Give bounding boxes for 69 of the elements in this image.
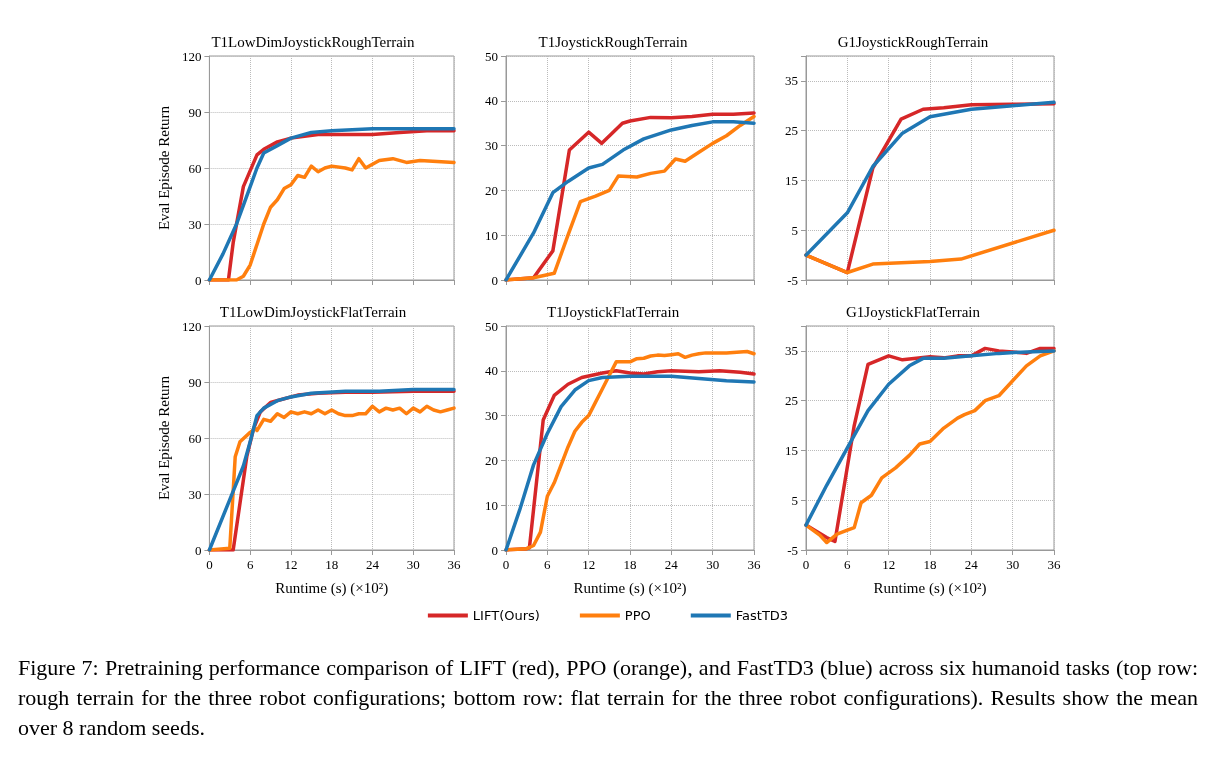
chart-title: G1JoystickRoughTerrain bbox=[837, 33, 989, 50]
x-tick-label: 6 bbox=[246, 557, 254, 572]
y-tick-label: 10 bbox=[485, 497, 498, 513]
y-tick-label: 20 bbox=[485, 182, 498, 198]
x-tick-label: 30 bbox=[706, 557, 720, 572]
y-tick-label: 25 bbox=[785, 393, 798, 409]
y-tick-label: -5 bbox=[787, 542, 798, 558]
y-tick-label: 60 bbox=[188, 430, 202, 446]
x-tick-label: 0 bbox=[802, 557, 810, 572]
y-tick-label: 30 bbox=[188, 216, 202, 232]
x-axis-title: Runtime (s) (×10²) bbox=[873, 579, 987, 597]
y-tick-label: 30 bbox=[485, 408, 498, 424]
y-tick-label: 35 bbox=[785, 73, 798, 89]
caption: Figure 7: Pretraining performance comparison of LIFT (red), PPO (orange), and FastTD3 (blue) across six humanoid tasks (top row: rough terrain for the three robot configurations; bottom row: flat terrain for the three robot configurations). Results show the mean over 8 random seeds. bbox=[18, 654, 1198, 742]
y-tick-label: 50 bbox=[485, 48, 498, 64]
y-tick-label: 15 bbox=[785, 442, 798, 458]
line-series bbox=[804, 228, 1056, 275]
chart-title: T1JoystickFlatTerrain bbox=[546, 303, 680, 320]
y-tick-label: 120 bbox=[181, 318, 202, 334]
y-tick-label: -5 bbox=[787, 272, 798, 288]
chart-title: T1LowDimJoystickFlatTerrain bbox=[219, 303, 407, 320]
x-tick-label: 12 bbox=[284, 557, 298, 572]
y-tick-label: 35 bbox=[785, 343, 798, 359]
y-tick-label: 25 bbox=[785, 123, 798, 139]
x-tick-label: 36 bbox=[1047, 557, 1061, 572]
chart-title: T1JoystickRoughTerrain bbox=[538, 33, 688, 50]
y-tick-label: 5 bbox=[791, 492, 798, 508]
legend-label: PPO bbox=[624, 608, 651, 623]
y-tick-label: 40 bbox=[485, 363, 498, 379]
y-tick-label: 50 bbox=[485, 318, 498, 334]
x-tick-label: 18 bbox=[923, 557, 937, 572]
y-axis-title: Eval Episode Return bbox=[155, 105, 172, 231]
x-tick-label: 18 bbox=[623, 557, 637, 572]
x-tick-label: 0 bbox=[206, 557, 213, 572]
x-tick-label: 24 bbox=[365, 557, 380, 572]
x-tick-label: 24 bbox=[664, 557, 679, 572]
x-tick-label: 12 bbox=[882, 557, 896, 572]
x-tick-label: 6 bbox=[544, 557, 552, 572]
y-tick-label: 60 bbox=[188, 160, 202, 176]
y-tick-label: 0 bbox=[491, 272, 498, 288]
y-tick-label: 15 bbox=[785, 172, 798, 188]
y-tick-label: 120 bbox=[181, 48, 202, 64]
x-axis-title: Runtime (s) (×10²) bbox=[573, 579, 687, 597]
y-tick-label: 40 bbox=[485, 93, 498, 109]
chart-title: T1LowDimJoystickRoughTerrain bbox=[211, 33, 416, 50]
y-tick-label: 0 bbox=[491, 542, 498, 558]
x-tick-label: 36 bbox=[447, 557, 461, 572]
x-tick-label: 0 bbox=[502, 557, 510, 572]
x-axis-title: Runtime (s) (×10²) bbox=[275, 579, 389, 597]
y-tick-label: 30 bbox=[485, 138, 498, 154]
x-tick-label: 18 bbox=[325, 557, 339, 572]
x-tick-label: 12 bbox=[582, 557, 596, 572]
y-tick-label: 10 bbox=[485, 227, 498, 243]
y-tick-label: 30 bbox=[188, 486, 202, 502]
legend-label: FastTD3 bbox=[735, 608, 789, 623]
x-tick-label: 6 bbox=[844, 557, 852, 572]
x-tick-label: 36 bbox=[747, 557, 761, 572]
y-tick-label: 90 bbox=[188, 374, 202, 390]
y-tick-label: 20 bbox=[485, 452, 498, 468]
legend-label: LIFT(Ours) bbox=[472, 608, 540, 623]
x-tick-label: 30 bbox=[1006, 557, 1020, 572]
x-tick-label: 30 bbox=[406, 557, 420, 572]
y-tick-label: 0 bbox=[194, 272, 202, 288]
x-tick-label: 24 bbox=[964, 557, 979, 572]
y-tick-label: 5 bbox=[791, 222, 798, 238]
y-tick-label: 0 bbox=[194, 542, 202, 558]
y-tick-label: 90 bbox=[188, 104, 202, 120]
y-axis-title: Eval Episode Return bbox=[155, 375, 172, 501]
chart-title: G1JoystickFlatTerrain bbox=[846, 303, 981, 320]
